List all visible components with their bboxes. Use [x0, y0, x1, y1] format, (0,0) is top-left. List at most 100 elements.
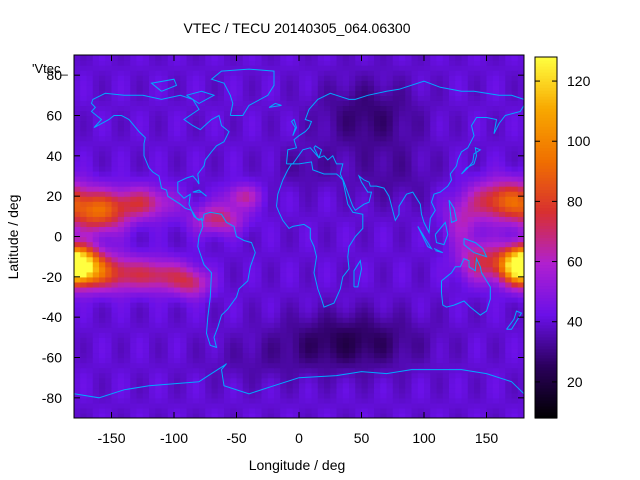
heatmap-cell — [486, 80, 494, 86]
heatmap-cell — [499, 286, 506, 293]
heatmap-cell — [249, 407, 256, 414]
heatmap-cell — [492, 75, 500, 81]
heatmap-cell — [80, 150, 88, 157]
heatmap-cell — [461, 297, 469, 303]
heatmap-cell — [124, 276, 131, 283]
heatmap-cell — [92, 256, 100, 263]
heatmap-cell — [149, 160, 156, 167]
heatmap-cell — [249, 70, 256, 76]
heatmap-cell — [205, 120, 213, 127]
heatmap-cell — [330, 236, 338, 243]
heatmap-cell — [349, 372, 356, 379]
heatmap-cell — [355, 165, 363, 172]
heatmap-cell — [380, 322, 388, 328]
heatmap-cell — [255, 211, 263, 217]
heatmap-cell — [217, 231, 225, 238]
heatmap-cell — [149, 170, 156, 177]
heatmap-cell — [142, 85, 150, 91]
heatmap-cell — [224, 85, 231, 91]
heatmap-cell — [274, 302, 281, 308]
heatmap-cell — [355, 256, 363, 263]
heatmap-cell — [386, 332, 394, 338]
heatmap-cell — [430, 145, 438, 152]
heatmap-cell — [361, 110, 369, 117]
heatmap-cell — [174, 332, 181, 338]
heatmap-cell — [224, 150, 231, 157]
heatmap-cell — [236, 312, 244, 318]
heatmap-cell — [305, 332, 313, 338]
heatmap-cell — [117, 246, 125, 253]
heatmap-cell — [155, 170, 163, 177]
heatmap-cell — [124, 352, 131, 359]
heatmap-cell — [167, 236, 175, 243]
heatmap-cell — [105, 236, 113, 243]
heatmap-cell — [517, 226, 524, 233]
heatmap-cell — [455, 115, 463, 122]
heatmap-cell — [174, 256, 181, 263]
heatmap-cell — [342, 145, 350, 152]
heatmap-cell — [249, 181, 256, 187]
heatmap-cell — [517, 155, 524, 162]
heatmap-cell — [249, 75, 256, 81]
heatmap-cell — [424, 95, 431, 101]
heatmap-cell — [242, 155, 250, 162]
heatmap-cell — [355, 135, 363, 142]
heatmap-cell — [242, 221, 250, 228]
heatmap-cell — [474, 246, 481, 253]
heatmap-cell — [305, 186, 313, 192]
heatmap-cell — [511, 186, 519, 192]
heatmap-cell — [486, 256, 494, 263]
heatmap-cell — [174, 221, 181, 228]
heatmap-cell — [461, 327, 469, 333]
heatmap-cell — [474, 211, 481, 217]
heatmap-cell — [436, 307, 444, 313]
heatmap-cell — [361, 266, 369, 273]
heatmap-cell — [374, 186, 381, 192]
heatmap-cell — [311, 241, 319, 248]
heatmap-cell — [449, 115, 456, 122]
heatmap-cell — [399, 181, 406, 187]
heatmap-cell — [80, 251, 88, 258]
heatmap-cell — [374, 176, 381, 182]
heatmap-cell — [424, 181, 431, 187]
heatmap-cell — [167, 125, 175, 132]
heatmap-cell — [355, 402, 363, 409]
heatmap-cell — [192, 145, 200, 152]
heatmap-cell — [217, 65, 225, 71]
heatmap-cell — [436, 85, 444, 91]
heatmap-cell — [292, 322, 300, 328]
heatmap-cell — [274, 392, 281, 399]
heatmap-cell — [442, 412, 450, 418]
heatmap-cell — [136, 155, 144, 162]
heatmap-cell — [511, 155, 519, 162]
heatmap-cell — [86, 170, 94, 177]
heatmap-cell — [92, 352, 100, 359]
heatmap-cell — [411, 332, 419, 338]
heatmap-cell — [442, 377, 450, 384]
heatmap-cell — [442, 291, 450, 298]
heatmap-cell — [236, 211, 244, 217]
heatmap-cell — [130, 246, 138, 253]
heatmap-cell — [461, 372, 469, 379]
heatmap-cell — [324, 140, 331, 147]
heatmap-cell — [449, 216, 456, 222]
heatmap-cell — [305, 105, 313, 112]
heatmap-cell — [180, 211, 188, 217]
heatmap-cell — [405, 135, 413, 142]
heatmap-cell — [361, 85, 369, 91]
heatmap-cell — [167, 75, 175, 81]
heatmap-cell — [392, 196, 400, 202]
heatmap-cell — [74, 85, 81, 91]
heatmap-cell — [336, 402, 344, 409]
heatmap-cell — [255, 367, 263, 374]
heatmap-cell — [242, 407, 250, 414]
heatmap-cell — [155, 165, 163, 172]
heatmap-cell — [336, 312, 344, 318]
heatmap-cell — [74, 271, 81, 278]
heatmap-cell — [317, 372, 325, 379]
heatmap-cell — [174, 307, 181, 313]
heatmap-cell — [192, 322, 200, 328]
heatmap-cell — [517, 327, 524, 333]
heatmap-cell — [317, 297, 325, 303]
heatmap-cell — [367, 297, 375, 303]
